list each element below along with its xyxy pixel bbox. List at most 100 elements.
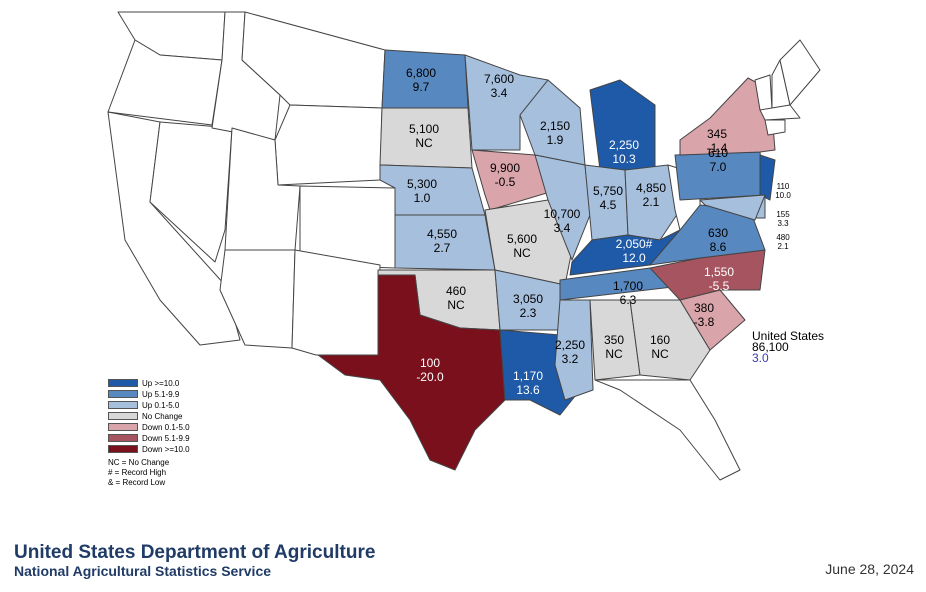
state-ny-change: -1.4 [707, 141, 728, 155]
legend-swatch [108, 412, 138, 420]
state-va-change: 8.6 [710, 240, 727, 254]
state-mi [589, 79, 656, 171]
state-sc-value: 380 [694, 301, 714, 315]
state-ms-change: 3.2 [562, 352, 579, 366]
state-wi-value: 2,150 [540, 119, 570, 133]
state-tx [317, 274, 506, 471]
state-pa-value: 610 [708, 146, 728, 160]
us-total-label: United States [752, 329, 825, 343]
state-la-value: 1,170 [513, 369, 543, 383]
state-ky-value: 2,050# [616, 237, 653, 251]
state-ks-value: 4,550 [427, 227, 457, 241]
state-nc-change: -5.5 [709, 279, 730, 293]
state-nm [291, 249, 381, 356]
state-mo-value: 5,600 [507, 232, 537, 246]
state-ks-change: 2.7 [434, 241, 451, 255]
legend-item: No Change [108, 411, 190, 421]
legend-item: Up 5.1-9.9 [108, 389, 190, 399]
legend-label: Down >=10.0 [142, 444, 190, 454]
service-name: National Agricultural Statistics Service [14, 563, 272, 579]
state-ga-change: NC [651, 347, 669, 361]
state-de-value: 155 [776, 210, 790, 219]
legend-swatch [108, 401, 138, 409]
state-ne-change: 1.0 [414, 191, 431, 205]
legend-item: Up 0.1-5.0 [108, 400, 190, 410]
state-in-change: 4.5 [600, 198, 617, 212]
state-sd-change: NC [415, 136, 433, 150]
state-sd-value: 5,100 [409, 122, 439, 136]
state-ma [759, 104, 801, 121]
state-ia-change: -0.5 [495, 175, 516, 189]
state-az [219, 249, 296, 349]
state-pa-change: 7.0 [710, 160, 727, 174]
state-ia [471, 149, 551, 211]
state-wy [274, 104, 383, 186]
state-me [779, 39, 821, 106]
state-ok-change: NC [447, 298, 465, 312]
state-mo-change: NC [513, 246, 531, 260]
legend-swatch [108, 423, 138, 431]
state-nj-change: 10.0 [775, 191, 791, 200]
legend-item: Down 5.1-9.9 [108, 433, 190, 443]
state-ok-value: 460 [446, 284, 466, 298]
map-legend: Up >=10.0 Up 5.1-9.9 Up 0.1-5.0 No Change Do… [108, 378, 190, 488]
state-md-change: 2.1 [777, 242, 789, 251]
state-ne-value: 5,300 [407, 177, 437, 191]
state-tn-change: 6.3 [620, 293, 637, 307]
release-date: June 28, 2024 [825, 561, 914, 577]
legend-item: Down 0.1-5.0 [108, 422, 190, 432]
state-mi-change: 10.3 [612, 152, 636, 166]
state-nj-value: 110 [777, 182, 790, 191]
legend-swatch [108, 379, 138, 387]
state-al-value: 350 [604, 333, 624, 347]
legend-note-nc: NC = No Change [108, 458, 170, 467]
state-md [699, 194, 766, 221]
legend-note-record-high: # = Record High [108, 468, 167, 477]
legend-label: No Change [142, 411, 183, 421]
state-nd-change: 9.7 [413, 80, 430, 94]
legend-label: Down 5.1-9.9 [142, 433, 190, 443]
agency-block: United States Department of Agriculture … [14, 542, 375, 579]
state-mn-value: 7,600 [484, 72, 514, 86]
legend-swatch [108, 390, 138, 398]
legend-label: Up >=10.0 [142, 378, 180, 388]
state-oh-value: 4,850 [636, 181, 666, 195]
us-state-map: 6,8009.75,100NC5,3001.04,5502.7460NC100-… [107, 11, 821, 481]
state-fl [594, 379, 741, 481]
state-ky [569, 229, 681, 276]
state-tn-value: 1,700 [613, 279, 643, 293]
state-ms-value: 2,250 [555, 338, 585, 352]
state-tx-change: -20.0 [416, 370, 444, 384]
state-va-value: 630 [708, 226, 728, 240]
state-nc-value: 1,550 [704, 265, 734, 279]
state-ia-value: 9,900 [490, 161, 520, 175]
state-ar-value: 3,050 [513, 292, 543, 306]
state-nj [759, 154, 776, 201]
legend-note-record-low: & = Record Low [108, 478, 166, 487]
legend-label: Up 0.1-5.0 [142, 400, 180, 410]
legend-item: Down >=10.0 [108, 444, 190, 454]
state-nd-value: 6,800 [406, 66, 436, 80]
state-ga [629, 299, 711, 381]
state-ga-value: 160 [650, 333, 670, 347]
us-total: United States 86,100 3.0 [752, 329, 825, 365]
us-total-value: 86,100 [752, 340, 789, 354]
legend-label: Up 5.1-9.9 [142, 389, 180, 399]
state-il-value: 10,700 [544, 207, 581, 221]
state-il-change: 3.4 [554, 221, 571, 235]
state-wi-change: 1.9 [547, 133, 564, 147]
state-oh-change: 2.1 [643, 195, 660, 209]
state-ct [764, 119, 786, 136]
state-il [534, 154, 591, 261]
legend-item: Up >=10.0 [108, 378, 190, 388]
department-name: United States Department of Agriculture [14, 542, 376, 563]
state-in-value: 5,750 [593, 184, 623, 198]
us-total-change: 3.0 [752, 351, 769, 365]
state-al-change: NC [605, 347, 623, 361]
state-ar-change: 2.3 [520, 306, 537, 320]
state-wi [519, 79, 586, 166]
state-sc-change: -3.8 [694, 315, 715, 329]
state-oh [624, 164, 681, 241]
legend-label: Down 0.1-5.0 [142, 422, 190, 432]
state-mi-value: 2,250 [609, 138, 639, 152]
